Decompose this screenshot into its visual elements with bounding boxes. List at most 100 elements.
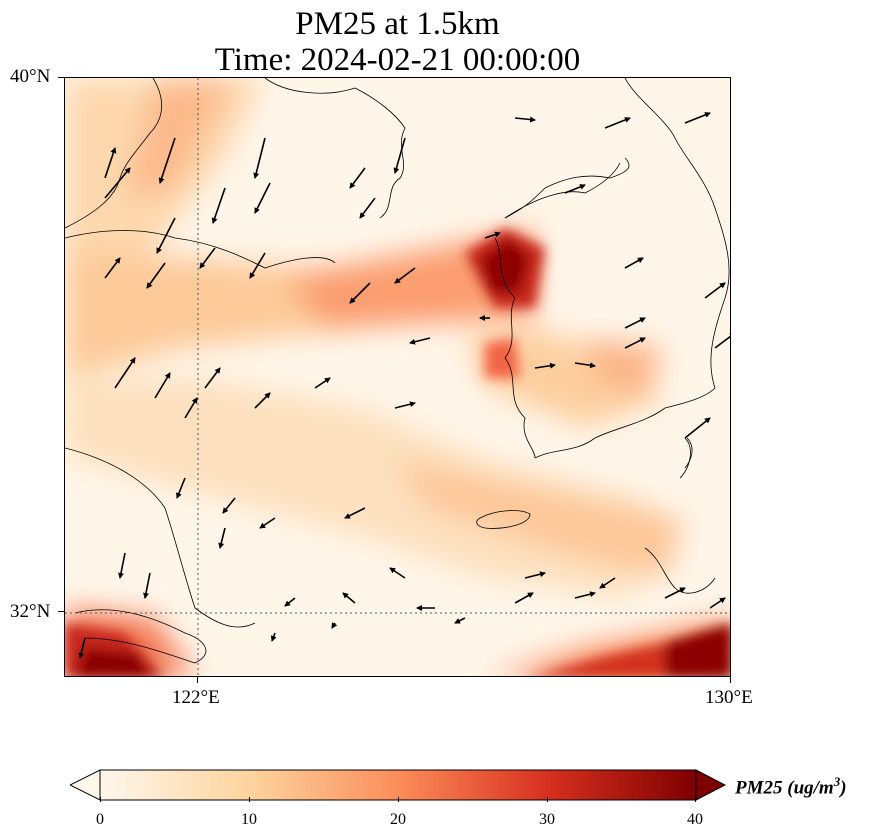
wind-vector-arrow [104,147,117,179]
field-southwest-coast-patch [485,338,520,378]
wind-vector-arrow [454,617,466,624]
wind-vector-arrow [624,337,646,349]
wind-vector-arrow [154,372,171,399]
wind-vector-arrow [158,137,176,184]
wind-vector-arrow [104,167,131,199]
wind-vector-arrow [684,417,711,439]
coastline-bohai-north [264,78,406,219]
xtick-mark-130e [730,677,731,683]
wind-vector-arrow [534,362,556,369]
wind-vector-arrow [514,592,534,604]
wind-vector-arrow [359,197,376,219]
wind-vector-arrow [211,187,226,224]
coastline-korea-south [534,387,716,459]
wind-vector-arrow [254,392,271,409]
coastline-jiangsu [65,447,256,628]
wind-vector-arrow [218,527,226,549]
colorbar-tickmark-0 [100,797,101,802]
coastline-shandong [65,230,336,269]
wind-vector-arrow [709,597,726,609]
wind-vector-arrow [344,507,366,519]
wind-vector-arrow [118,552,126,579]
colorbar [70,769,726,801]
xtick-label-122e: 122°E [172,687,220,708]
wind-vector-arrow [524,571,546,579]
ytick-label-32n: 32°N [10,601,51,622]
wind-vector-arrow [714,332,730,349]
wind-vector-arrow [599,577,616,589]
coastline-liaodong [65,78,163,229]
coastline-yangtze-estuary [74,609,207,664]
field-southeast-fringe [532,643,665,676]
wind-vector-arrow [664,587,686,599]
field-southern-band-core [395,458,685,578]
wind-vector-arrow [342,592,356,604]
field-southwest-hotspot-core [75,648,154,676]
wind-vector-arrow [349,167,366,189]
wind-vector-arrow [484,231,501,239]
colorbar-extend-low [70,769,101,801]
wind-vector-arrow [393,137,406,174]
coastline-north-korea-border [504,162,621,219]
wind-vector-arrow [574,591,596,599]
wind-vector-arrow [389,567,406,579]
ytick-mark-32n [58,611,64,612]
wind-vector-arrow [78,637,86,659]
colorbar-tick-20: 20 [390,811,406,828]
colorbar-label-text: PM25 (ug/m [735,777,834,799]
coastline-tsushima [684,437,693,469]
wind-vector-arrow [254,182,271,214]
wind-vector-arrow [156,217,176,254]
colorbar-tickmark-40 [695,797,696,802]
wind-vector-arrow [114,357,136,389]
wind-vector-arrow [624,257,644,269]
wind-vector-arrow [143,572,151,599]
colorbar-tickmark-10 [249,797,250,802]
wind-vector-arrow [104,257,121,279]
wind-vector-arrow [184,397,198,419]
wind-vector-arrow [394,401,416,409]
wind-vectors [78,112,730,659]
wind-vector-arrow [574,362,596,369]
wind-vector-arrow [684,112,711,124]
coastline-korea-east [624,78,730,389]
coastline-korea-west [494,157,630,459]
wind-vector-arrow [604,117,631,129]
wind-vector-arrow [394,267,416,284]
wind-vector-arrow [176,477,186,499]
field-east-patch [585,338,665,398]
map-title-line-2: Time: 2024-02-21 00:00:00 [214,42,581,78]
colorbar-tick-30: 30 [539,811,555,828]
colorbar-gradient [99,769,697,801]
map-canvas [65,78,730,676]
colorbar-label-superscript: 3 [833,774,841,789]
wind-vector-arrow [199,247,216,269]
wind-vector-arrow [331,622,338,629]
field-west-coast-hotspot-core [480,238,530,293]
map-title-line-1: PM25 at 1.5km [295,6,500,42]
coastline-japan-kyushu [644,437,716,594]
wind-vector-arrow [624,317,646,329]
wind-vector-arrow [284,597,296,607]
xtick-label-130e: 130°E [705,687,753,708]
pm25-field [65,78,730,676]
colorbar-label-close: ) [840,777,847,799]
wind-vector-arrow [514,116,536,123]
wind-vector-arrow [249,252,266,279]
field-northwest-core [125,78,235,198]
colorbar-tick-40: 40 [687,811,703,828]
wind-vector-arrow [349,282,371,304]
colorbar-label: PM25 (ug/m3) [735,774,847,799]
colorbar-tickmark-20 [398,797,399,802]
colorbar-tick-10: 10 [241,811,257,828]
wind-vector-arrow [259,517,276,529]
wind-vector-arrow [222,497,236,514]
ytick-mark-40n [58,77,64,78]
wind-vector-arrow [409,337,431,345]
wind-vector-arrow [314,377,331,389]
wind-vector-arrow [204,367,221,389]
gridlines [65,78,730,676]
colorbar-tick-0: 0 [96,811,104,828]
wind-vector-arrow [146,262,166,289]
coastline-jeju-island [476,510,531,529]
